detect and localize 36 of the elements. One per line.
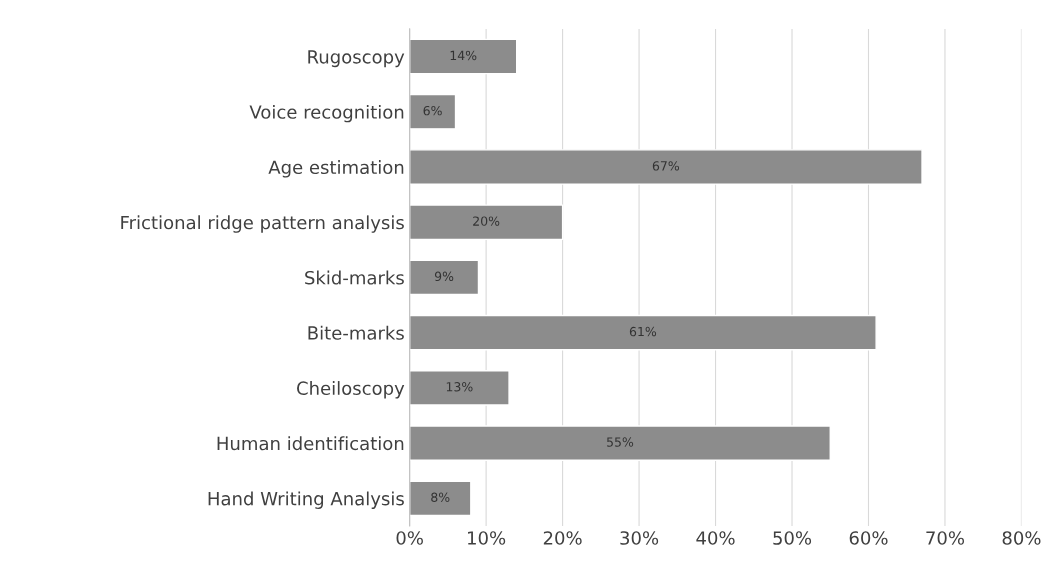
bar bbox=[409, 259, 480, 296]
bar bbox=[409, 314, 877, 351]
bar bbox=[409, 38, 518, 75]
y-tick-label: Voice recognition bbox=[249, 104, 404, 123]
x-tick-label: 80% bbox=[1002, 531, 1041, 545]
y-tick-label: Human identification bbox=[217, 436, 404, 451]
x-tick-label: 50% bbox=[773, 531, 812, 545]
x-tick-label: 70% bbox=[926, 531, 965, 545]
data-label: 6% bbox=[423, 105, 442, 116]
y-tick-label: Cheiloscopy bbox=[297, 381, 405, 399]
bar bbox=[409, 93, 457, 130]
bar bbox=[409, 204, 564, 241]
data-label: 55% bbox=[607, 437, 634, 447]
y-tick-label: Age estimation bbox=[268, 160, 404, 178]
y-tick-label: Frictional ridge pattern analysis bbox=[121, 215, 404, 233]
bar bbox=[409, 480, 472, 517]
data-label: 14% bbox=[450, 50, 477, 61]
data-label: 13% bbox=[446, 382, 473, 392]
bar bbox=[409, 149, 923, 185]
y-tick-label: Skid-marks bbox=[305, 270, 404, 285]
data-label: 61% bbox=[629, 326, 657, 337]
data-label: 20% bbox=[473, 216, 500, 226]
x-tick-label: 30% bbox=[620, 531, 659, 545]
x-tick-label: 20% bbox=[543, 531, 582, 545]
bar bbox=[409, 425, 831, 461]
data-label: 9% bbox=[434, 271, 454, 282]
x-tick-label: 0% bbox=[396, 531, 423, 545]
data-label: 8% bbox=[431, 492, 450, 502]
data-label: 67% bbox=[652, 161, 680, 171]
bar bbox=[409, 370, 510, 406]
x-tick-label: 10% bbox=[468, 531, 506, 545]
x-tick-label: 60% bbox=[849, 531, 888, 545]
y-tick-label: Rugoscopy bbox=[308, 50, 405, 68]
x-tick-label: 40% bbox=[696, 531, 735, 545]
y-tick-label: Hand Writing Analysis bbox=[208, 491, 404, 509]
y-tick-label: Bite-marks bbox=[308, 325, 404, 340]
